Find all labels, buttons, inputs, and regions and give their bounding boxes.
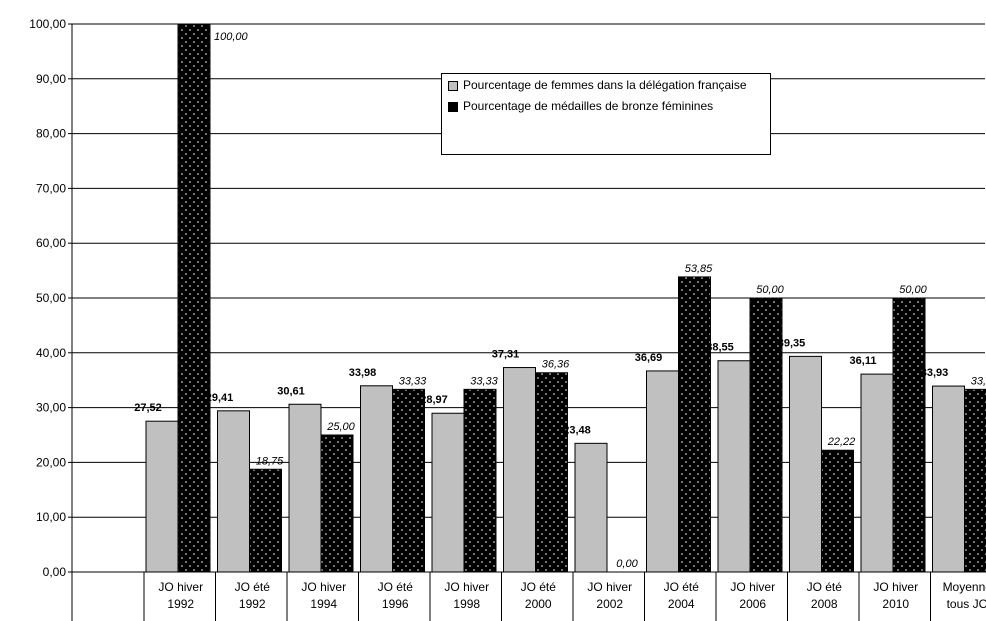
data-label-women: 33,98 (349, 367, 377, 379)
bar-bronze (320, 434, 354, 573)
bar-women (431, 412, 465, 573)
legend-item-women: Pourcentage de femmes dans la délégation… (448, 78, 764, 93)
x-tick-label-line2: 2010 (882, 597, 909, 611)
legend-label-women: Pourcentage de femmes dans la délégation… (463, 78, 747, 92)
data-label-bronze: 25,00 (326, 421, 355, 433)
x-tick-label-line1: JO hiver (730, 580, 775, 594)
x-tick-label-line2: 2004 (668, 597, 695, 611)
bar-bronze (821, 449, 854, 573)
bar-bronze (964, 388, 986, 573)
bar-bronze (249, 468, 282, 573)
legend: Pourcentage de femmes dans la délégation… (441, 73, 771, 155)
x-tick-label-line1: Moyenne (943, 580, 986, 594)
x-tick-label-line1: JO hiver (587, 580, 632, 594)
data-label-women: 36,11 (850, 355, 877, 367)
y-tick-label: 40,00 (36, 346, 66, 360)
x-tick-label-line2: 2006 (739, 597, 766, 611)
data-label-bronze: 36,36 (542, 359, 570, 371)
data-label-bronze: 0,00 (616, 558, 638, 570)
bar-women (503, 367, 536, 573)
x-tick-label-line1: JO été (664, 580, 700, 594)
data-label-women: 37,31 (492, 349, 520, 361)
y-axis: 0,00 10,00 20,00 30,00 40,00 50,00 60,00 70,00 8… (29, 17, 72, 579)
y-tick-label: 90,00 (36, 72, 66, 86)
bar-women (789, 355, 822, 573)
data-label-women: 33,93 (921, 367, 949, 379)
data-label-women: 39,35 (778, 337, 806, 349)
y-tick-label: 50,00 (36, 291, 66, 305)
y-tick-label: 80,00 (36, 127, 66, 141)
data-label-bronze: 50,00 (756, 284, 784, 296)
data-label-women: 30,61 (277, 385, 305, 397)
data-labels: 27,52 100,00 29,41 18,75 30,61 25,00 33,98 33,3… (134, 31, 986, 570)
bars (145, 23, 986, 573)
x-tick-label-line1: JO hiver (158, 580, 203, 594)
bar-women (360, 385, 393, 573)
bar-bronze (535, 372, 568, 573)
x-tick-label-line2: 1992 (167, 597, 194, 611)
data-label-women: 36,69 (635, 352, 663, 364)
bar-women (288, 403, 322, 573)
bar-women (932, 385, 965, 573)
x-tick-label-line2: 1998 (453, 597, 480, 611)
x-tick-label-line2: 1996 (382, 597, 409, 611)
bar-bronze (392, 388, 425, 573)
x-axis: JO hiver 1992 JO été 1992 JO hiver 1994 JO été… (71, 571, 986, 621)
y-tick-label: 10,00 (36, 510, 66, 524)
data-label-bronze: 33,33 (399, 375, 427, 387)
legend-swatch-bronze (448, 102, 458, 112)
bar-women (860, 373, 894, 573)
data-label-bronze: 33,33 (971, 375, 986, 387)
data-label-bronze: 50,00 (899, 284, 927, 296)
legend-label-bronze: Pourcentage de médailles de bronze fémin… (463, 99, 714, 113)
y-tick-label: 20,00 (36, 455, 66, 469)
bar-bronze (463, 388, 497, 573)
bar-bronze (892, 297, 926, 573)
data-label-bronze: 100,00 (214, 31, 249, 43)
bar-women (717, 360, 751, 573)
legend-swatch-women (448, 81, 458, 91)
data-label-bronze: 53,85 (685, 263, 713, 275)
x-tick-label-line2: 2008 (811, 597, 838, 611)
x-tick-label-line2: 2000 (525, 597, 552, 611)
data-label-women: 28,97 (420, 394, 448, 406)
data-label-bronze: 22,22 (827, 436, 856, 448)
legend-item-bronze: Pourcentage de médailles de bronze fémin… (448, 99, 764, 114)
bar-women (574, 442, 608, 573)
y-tick-label: 0,00 (43, 565, 67, 579)
bar-women (217, 410, 250, 573)
x-tick-label-line2: 1992 (239, 597, 266, 611)
x-tick-label-line2: 1994 (310, 597, 337, 611)
x-tick-label-line2: 2002 (596, 597, 623, 611)
bar-bronze (678, 276, 711, 573)
data-label-bronze: 33,33 (470, 375, 498, 387)
x-tick-label-line1: JO été (378, 580, 414, 594)
data-label-bronze: 18,75 (256, 455, 284, 467)
x-tick-label-line1: JO hiver (301, 580, 346, 594)
data-label-women: 27,52 (134, 402, 162, 414)
x-tick-label-line1: JO été (235, 580, 271, 594)
bar-bronze (749, 297, 783, 573)
data-label-women: 38,55 (706, 342, 734, 354)
bar-women (646, 370, 679, 573)
x-tick-label-line1: JO hiver (444, 580, 489, 594)
data-label-women: 23,48 (563, 424, 591, 436)
x-tick-label-line1: JO hiver (873, 580, 918, 594)
y-tick-label: 60,00 (36, 236, 66, 250)
x-tick-label-line2: tous JO (947, 597, 986, 611)
y-tick-label: 70,00 (36, 181, 66, 195)
data-label-women: 29,41 (206, 392, 234, 404)
bar-women (145, 420, 179, 573)
bar-bronze (177, 23, 211, 573)
x-tick-label-line1: JO été (807, 580, 843, 594)
y-tick-label: 30,00 (36, 401, 66, 415)
y-tick-label: 100,00 (29, 17, 66, 31)
x-tick-label-line1: JO été (521, 580, 557, 594)
